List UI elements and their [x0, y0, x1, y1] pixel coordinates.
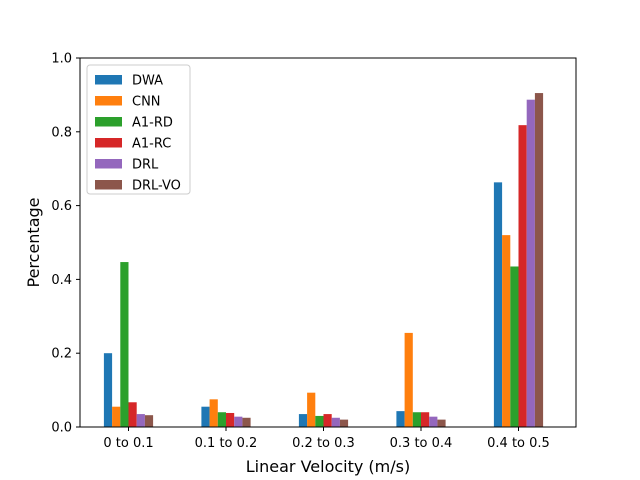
bar-dwa-3	[396, 411, 405, 427]
x-axis-ticks: 0 to 0.1 0.1 to 0.2 0.2 to 0.3 0.3 to 0.4 0.…	[103, 427, 550, 451]
legend-label-drl-vo: DRL-VO	[132, 179, 181, 194]
bar-drl-3	[429, 416, 438, 427]
bars-group	[103, 93, 544, 427]
legend-swatch-dwa	[95, 75, 122, 85]
bar-dwa-0	[103, 353, 113, 427]
bar-drl-0	[136, 414, 145, 427]
bar-cnn-0	[112, 406, 121, 427]
bar-a1-rc-2	[323, 414, 332, 427]
plot-frame	[79, 57, 577, 428]
legend-swatch-a1-rc	[95, 138, 122, 148]
bar-drl-2	[331, 417, 340, 427]
legend-label-dwa: DWA	[132, 74, 163, 89]
bar-drl-vo-4	[534, 93, 544, 427]
legend-label-a1-rc: A1-RC	[132, 137, 171, 152]
y-axis-ticks: 0.0 0.2 0.4 0.6 0.8 1.0	[51, 52, 80, 436]
x-axis-label: Linear Velocity (m/s)	[246, 457, 410, 476]
y-tick-label: 0.8	[51, 125, 72, 140]
bar-a1-rd-2	[315, 415, 324, 427]
bar-cnn-1	[209, 399, 218, 427]
x-tick-label: 0.1 to 0.2	[195, 436, 258, 451]
x-tick-label: 0 to 0.1	[103, 436, 153, 451]
bar-drl-4	[526, 99, 535, 427]
bar-dwa-1	[201, 406, 210, 427]
bar-a1-rd-1	[217, 412, 226, 427]
legend-label-drl: DRL	[132, 158, 159, 173]
bar-cnn-2	[307, 392, 316, 427]
bar-drl-1	[234, 416, 243, 427]
y-tick-label: 0.4	[51, 273, 72, 288]
legend-label-a1-rd: A1-RD	[132, 116, 173, 131]
x-tick-label: 0.3 to 0.4	[390, 436, 453, 451]
y-tick-label: 0.6	[51, 199, 72, 214]
bar-drl-vo-0	[144, 415, 154, 427]
legend-swatch-drl	[95, 159, 122, 169]
y-tick-label: 0.2	[51, 347, 72, 362]
legend-swatch-cnn	[95, 96, 122, 106]
bar-cnn-4	[502, 235, 511, 427]
bar-dwa-4	[493, 182, 503, 427]
y-tick-label: 0.0	[51, 421, 72, 436]
x-tick-label: 0.2 to 0.3	[292, 436, 355, 451]
x-tick-label: 0.4 to 0.5	[487, 436, 550, 451]
bar-drl-vo-2	[339, 419, 349, 427]
bar-a1-rc-0	[128, 402, 137, 427]
bar-a1-rc-1	[226, 412, 235, 427]
bar-dwa-2	[298, 414, 308, 427]
bar-cnn-3	[404, 332, 413, 427]
bar-drl-vo-1	[242, 417, 251, 427]
bar-drl-vo-3	[437, 419, 446, 427]
legend-label-cnn: CNN	[132, 95, 161, 110]
legend-swatch-a1-rd	[95, 117, 122, 127]
bar-a1-rc-3	[421, 412, 430, 427]
bar-a1-rd-3	[412, 412, 421, 427]
legend: DWA CNN A1-RD A1-RC DRL DRL-VO	[86, 64, 191, 195]
bar-a1-rd-4	[510, 266, 519, 427]
y-tick-label: 1.0	[51, 52, 72, 67]
legend-swatch-drl-vo	[95, 180, 122, 190]
y-axis-label: Percentage	[24, 197, 43, 287]
bar-a1-rc-4	[518, 125, 527, 427]
bar-a1-rd-0	[120, 262, 129, 427]
